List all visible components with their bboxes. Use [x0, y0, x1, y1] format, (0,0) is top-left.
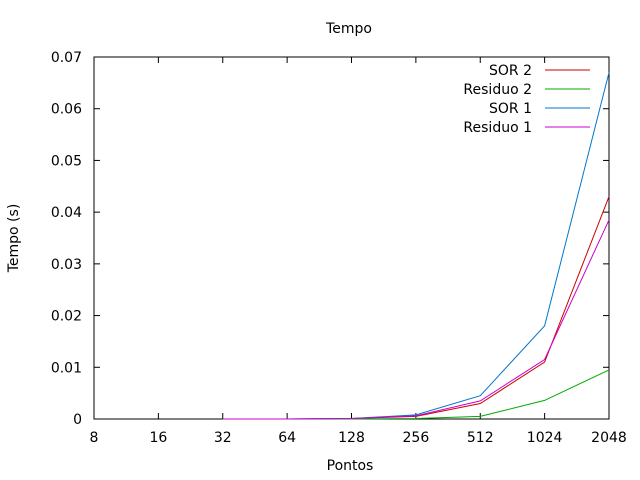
y-tick-label: 0.04: [51, 205, 82, 221]
chart-title: Tempo: [325, 21, 372, 37]
legend-label-residuo-2: Residuo 2: [463, 82, 532, 98]
axes: 0 0.01 0.02 0.03 0.04 0.05 0.06 0.07 8 16 32 64 128 2…: [51, 50, 627, 446]
x-tick-label: 2048: [591, 430, 627, 446]
y-tick-label: 0.05: [51, 153, 82, 169]
y-tick-label: 0.07: [51, 50, 82, 66]
series-line-residuo-1: [222, 219, 610, 420]
x-tick-label: 8: [90, 430, 99, 446]
x-tick-label: 1024: [527, 430, 563, 446]
x-tick-label: 64: [278, 430, 296, 446]
legend-label-sor-2: SOR 2: [489, 63, 532, 79]
legend-label-sor-1: SOR 1: [489, 101, 532, 117]
plot-area: [222, 72, 610, 420]
x-tick-label: 256: [403, 430, 430, 446]
y-axis-label: Tempo (s): [6, 204, 22, 274]
y-tick-label: 0.03: [51, 257, 82, 273]
x-tick-label: 512: [467, 430, 494, 446]
y-tick-label: 0: [73, 412, 82, 428]
legend: SOR 2 Residuo 2 SOR 1 Residuo 1: [463, 63, 590, 136]
x-tick-label: 128: [338, 430, 365, 446]
y-tick-label: 0.01: [51, 360, 82, 376]
legend-label-residuo-1: Residuo 1: [463, 120, 532, 136]
series-line-sor-2: [222, 196, 610, 420]
x-tick-label: 32: [214, 430, 232, 446]
y-tick-label: 0.02: [51, 309, 82, 325]
y-tick-label: 0.06: [51, 102, 82, 118]
x-axis-label: Pontos: [327, 458, 374, 474]
series-line-sor-1: [222, 72, 610, 420]
series-line-residuo-2: [222, 369, 610, 420]
x-tick-label: 16: [149, 430, 167, 446]
